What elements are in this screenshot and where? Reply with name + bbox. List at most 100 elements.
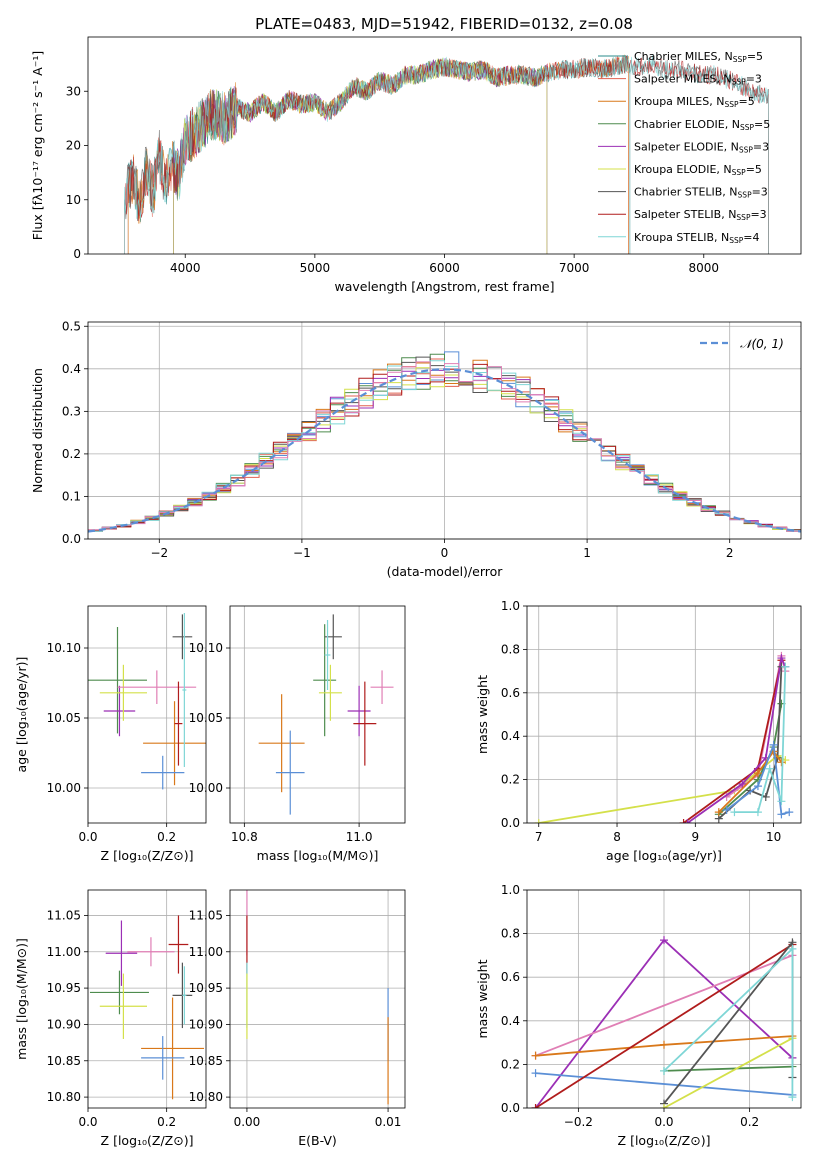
axes-frame bbox=[526, 889, 802, 1109]
panel-residuals: −2 −1 0 1 2 0.0 0.1 0.2 0.3 0.4 0.5 (data-model)/er… bbox=[30, 319, 802, 579]
y-tick-label: 0.6 bbox=[501, 686, 520, 700]
legend-entry: Salpeter ELODIE, NSSP=3 bbox=[634, 140, 769, 154]
weight-line bbox=[718, 749, 783, 813]
weight-marker bbox=[679, 819, 688, 823]
weight-marker bbox=[683, 819, 692, 823]
y-tick-label: 11.00 bbox=[189, 945, 223, 959]
legend-entry: Chabrier STELIB, NSSP=3 bbox=[634, 186, 768, 200]
legend-entry: Kroupa ELODIE, NSSP=5 bbox=[634, 163, 762, 177]
plot-area-age_vs_Z bbox=[88, 613, 206, 790]
panel-spectrum: 4000 5000 6000 7000 8000 0 10 20 30 wavelength [A… bbox=[30, 36, 802, 294]
legend-entry: Salpeter STELIB, NSSP=3 bbox=[634, 208, 767, 222]
y-axis-label: mass [log₁₀(M/M⊙)] bbox=[14, 938, 29, 1060]
y-tick-label: 11.05 bbox=[189, 908, 223, 922]
x-tick-label: 7000 bbox=[559, 261, 590, 275]
x-tick-label: 6000 bbox=[429, 261, 460, 275]
y-tick-label: 0.2 bbox=[501, 773, 520, 787]
y-tick-label: 0.0 bbox=[62, 532, 81, 546]
x-tick-label: 0.00 bbox=[234, 1115, 261, 1129]
x-tick-label: 0.0 bbox=[78, 830, 97, 844]
weight-line bbox=[663, 1037, 793, 1108]
weight-marker bbox=[531, 1069, 540, 1078]
y-tick-label: 30 bbox=[66, 84, 81, 98]
figure-title: PLATE=0483, MJD=51942, FIBERID=0132, z=0… bbox=[255, 15, 633, 33]
weight-marker bbox=[738, 779, 747, 788]
plot-area-weight_vs_Z bbox=[531, 936, 797, 1108]
spectrum-line bbox=[124, 55, 769, 254]
y-tick-label: 10.90 bbox=[47, 1017, 81, 1031]
y-tick-label: 10.00 bbox=[47, 781, 81, 795]
weight-marker bbox=[531, 1104, 540, 1108]
y-tick-label: 10.85 bbox=[47, 1054, 81, 1068]
plot-area-mass_vs_EBV bbox=[246, 890, 389, 1105]
x-axis-label: wavelength [Angstrom, rest frame] bbox=[334, 279, 554, 294]
x-tick-label: 11.0 bbox=[346, 830, 373, 844]
y-axis-label: age [log₁₀(age/yr)] bbox=[14, 657, 29, 773]
x-tick-label: 0.2 bbox=[157, 830, 176, 844]
y-tick-label: 0.8 bbox=[501, 642, 520, 656]
weight-marker bbox=[730, 808, 739, 817]
y-tick-label: 10.90 bbox=[189, 1017, 223, 1031]
y-tick-label: 10.05 bbox=[189, 711, 223, 725]
panel-mass_vs_Z: 0.0 0.2 10.80 10.85 10.90 10.95 11.00 11.05 Z [l… bbox=[14, 889, 207, 1148]
weight-line bbox=[535, 1072, 793, 1096]
plot-area-spectrum bbox=[124, 54, 769, 254]
y-tick-label: 10.80 bbox=[47, 1090, 81, 1104]
weight-marker bbox=[534, 819, 543, 823]
y-axis-label: Normed distribution bbox=[30, 368, 45, 493]
x-axis-label: Z [log₁₀(Z/Z⊙)] bbox=[618, 1133, 711, 1148]
axes-frame bbox=[87, 605, 207, 824]
y-tick-label: 11.00 bbox=[47, 945, 81, 959]
x-tick-label: 5000 bbox=[300, 261, 331, 275]
y-tick-label: 10.10 bbox=[189, 641, 223, 655]
x-axis-label: E(B-V) bbox=[298, 1133, 337, 1148]
y-tick-label: 10.00 bbox=[189, 781, 223, 795]
legend-spectrum: Chabrier MILES, NSSP=5 Salpeter MILES, NS… bbox=[598, 50, 770, 245]
y-tick-label: 0.2 bbox=[501, 1057, 520, 1071]
x-axis-label: mass [log₁₀(M/M⊙)] bbox=[257, 848, 379, 863]
weight-marker bbox=[788, 944, 797, 953]
y-tick-label: 0.8 bbox=[501, 927, 520, 941]
weight-marker bbox=[660, 936, 668, 945]
x-tick-label: 0.2 bbox=[740, 1115, 759, 1129]
panel-age_vs_mass: 10.8 11.0 10.00 10.05 10.10 mass [log₁₀(M/M⊙)… bbox=[189, 605, 406, 863]
weight-marker bbox=[761, 792, 770, 801]
y-tick-label: 11.05 bbox=[47, 908, 81, 922]
y-tick-label: 0.4 bbox=[62, 362, 81, 376]
axes-frame bbox=[87, 36, 802, 255]
x-axis-label: Z [log₁₀(Z/Z⊙)] bbox=[101, 848, 194, 863]
y-tick-label: 0.6 bbox=[501, 970, 520, 984]
y-tick-label: 10.85 bbox=[189, 1054, 223, 1068]
y-tick-label: 0.0 bbox=[501, 816, 520, 830]
weight-line bbox=[663, 1065, 793, 1072]
legend-entry: 𝒩(0, 1) bbox=[740, 337, 784, 351]
weight-marker bbox=[765, 764, 774, 773]
y-axis-label: Flux [fλ10⁻¹⁷ erg cm⁻² s⁻¹ A⁻¹] bbox=[30, 51, 45, 240]
x-tick-label: 10.8 bbox=[231, 830, 258, 844]
weight-marker bbox=[753, 782, 762, 791]
legend-entry: Chabrier MILES, NSSP=5 bbox=[634, 50, 763, 64]
x-tick-label: 8 bbox=[613, 830, 621, 844]
axes-frame bbox=[229, 889, 406, 1109]
x-tick-label: −2 bbox=[150, 546, 168, 560]
panel-age_vs_Z: 0.0 0.2 10.00 10.05 10.10 Z [log₁₀(Z/Z⊙)] age … bbox=[14, 605, 207, 863]
gaussian-curve bbox=[88, 368, 801, 533]
grid-mass_vs_EBV bbox=[230, 890, 405, 1108]
plot-area-mass_vs_Z bbox=[89, 915, 205, 1100]
x-tick-label: 0.0 bbox=[654, 1115, 673, 1129]
panel-mass_vs_EBV: 0.00 0.01 10.80 10.85 10.90 10.95 11.00 11.05 E(… bbox=[189, 889, 406, 1148]
spectrum-line bbox=[124, 55, 769, 254]
panel-weight_vs_age: 7 8 9 10 0.0 0.2 0.4 0.6 0.8 1.0 age [log₁₀(age/yr… bbox=[475, 599, 802, 863]
y-tick-label: 10.80 bbox=[189, 1090, 223, 1104]
y-tick-label: 0.5 bbox=[62, 319, 81, 333]
x-tick-label: 7 bbox=[535, 830, 543, 844]
y-tick-label: 0.1 bbox=[62, 489, 81, 503]
x-axis-label: Z [log₁₀(Z/Z⊙)] bbox=[101, 1133, 194, 1148]
legend-entry: Salpeter MILES, NSSP=3 bbox=[634, 73, 762, 87]
y-tick-label: 0.4 bbox=[501, 1014, 520, 1028]
y-tick-label: 1.0 bbox=[501, 599, 520, 613]
legend-entry: Kroupa STELIB, NSSP=4 bbox=[634, 231, 759, 245]
weight-marker bbox=[753, 808, 762, 817]
axes-frame bbox=[87, 321, 802, 540]
x-tick-label: 1 bbox=[583, 546, 591, 560]
